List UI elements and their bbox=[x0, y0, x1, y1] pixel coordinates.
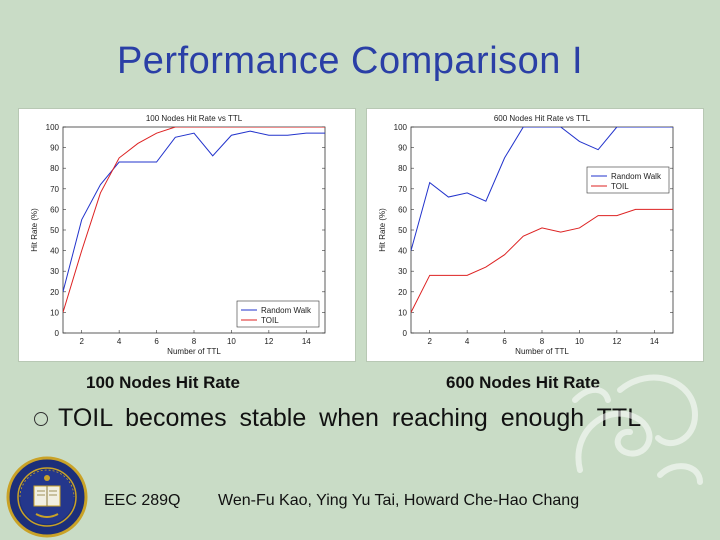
y-tick-label: 20 bbox=[50, 288, 59, 297]
slide-title: Performance Comparison I bbox=[116, 40, 584, 82]
y-tick-label: 40 bbox=[50, 247, 59, 256]
legend-label: TOIL bbox=[261, 316, 279, 325]
y-tick-label: 80 bbox=[398, 164, 407, 173]
y-axis-label: Hit Rate (%) bbox=[30, 208, 39, 252]
x-tick-label: 8 bbox=[540, 337, 545, 346]
y-tick-label: 40 bbox=[398, 247, 407, 256]
plot-area bbox=[410, 126, 674, 334]
x-tick-label: 12 bbox=[264, 337, 273, 346]
chart-left-100-nodes: 100 Nodes Hit Rate vs TTL 0 10 20 30 40 50 60 70… bbox=[30, 114, 326, 356]
y-tick-label: 90 bbox=[398, 144, 407, 153]
legend-box bbox=[236, 300, 320, 328]
legend-label: Random Walk bbox=[261, 306, 312, 315]
y-tick-label: 20 bbox=[398, 288, 407, 297]
chart-title: 600 Nodes Hit Rate vs TTL bbox=[494, 114, 591, 123]
x-tick-label: 4 bbox=[117, 337, 122, 346]
x-axis-label: Number of TTL bbox=[167, 347, 221, 356]
x-tick-label: 2 bbox=[79, 337, 84, 346]
chart-right-600-nodes: 600 Nodes Hit Rate vs TTL 0 10 20 30 40 50 60 70… bbox=[378, 114, 674, 356]
y-tick-label: 70 bbox=[50, 185, 59, 194]
x-tick-label: 6 bbox=[502, 337, 507, 346]
x-tick-label: 10 bbox=[575, 337, 584, 346]
legend-label: TOIL bbox=[611, 182, 629, 191]
bullet-point: TOIL becomes stable when reaching enough… bbox=[34, 404, 641, 433]
decorative-swirl-icon bbox=[572, 374, 703, 485]
x-axis-label: Number of TTL bbox=[515, 347, 569, 356]
x-tick-label: 6 bbox=[154, 337, 159, 346]
x-tick-label: 12 bbox=[612, 337, 621, 346]
y-axis-label: Hit Rate (%) bbox=[378, 208, 387, 252]
legend-box bbox=[586, 166, 670, 194]
series-line-toil bbox=[411, 208, 673, 313]
bullet-text: TOIL becomes stable when reaching enough… bbox=[58, 404, 642, 432]
y-tick-label: 80 bbox=[50, 164, 59, 173]
series-line-toil bbox=[63, 127, 325, 313]
chart-title: 100 Nodes Hit Rate vs TTL bbox=[146, 114, 243, 123]
series-line-random-walk bbox=[411, 127, 673, 251]
legend-label: Random Walk bbox=[611, 172, 662, 181]
y-tick-label: 0 bbox=[403, 329, 408, 338]
university-seal-icon bbox=[6, 456, 88, 538]
x-tick-label: 4 bbox=[465, 337, 470, 346]
y-tick-label: 30 bbox=[50, 267, 59, 276]
x-tick-label: 14 bbox=[650, 337, 659, 346]
y-tick-label: 100 bbox=[46, 123, 60, 132]
y-tick-label: 60 bbox=[398, 205, 407, 214]
y-tick-label: 100 bbox=[394, 123, 408, 132]
y-tick-label: 50 bbox=[398, 226, 407, 235]
y-tick-label: 0 bbox=[55, 329, 60, 338]
x-tick-label: 8 bbox=[192, 337, 197, 346]
y-tick-label: 10 bbox=[50, 308, 59, 317]
chart-panel-left: 100 Nodes Hit Rate vs TTL 0 10 20 30 40 50 60 70… bbox=[18, 108, 356, 362]
x-tick-label: 14 bbox=[302, 337, 311, 346]
y-tick-label: 50 bbox=[50, 226, 59, 235]
caption-right: 600 Nodes Hit Rate bbox=[446, 373, 600, 392]
y-tick-label: 30 bbox=[398, 267, 407, 276]
y-tick-label: 70 bbox=[398, 185, 407, 194]
x-tick-label: 10 bbox=[227, 337, 236, 346]
bullet-circle-icon bbox=[34, 411, 48, 426]
caption-left: 100 Nodes Hit Rate bbox=[86, 373, 240, 392]
footer-authors: Wen-Fu Kao, Ying Yu Tai, Howard Che-Hao … bbox=[218, 492, 580, 509]
chart-panel-right: 600 Nodes Hit Rate vs TTL 0 10 20 30 40 50 60 70… bbox=[366, 108, 704, 362]
footer-course: EEC 289Q bbox=[104, 492, 181, 509]
y-tick-label: 90 bbox=[50, 144, 59, 153]
y-tick-label: 60 bbox=[50, 205, 59, 214]
y-tick-label: 10 bbox=[398, 308, 407, 317]
series-line-random-walk bbox=[63, 130, 325, 292]
x-tick-label: 2 bbox=[427, 337, 432, 346]
